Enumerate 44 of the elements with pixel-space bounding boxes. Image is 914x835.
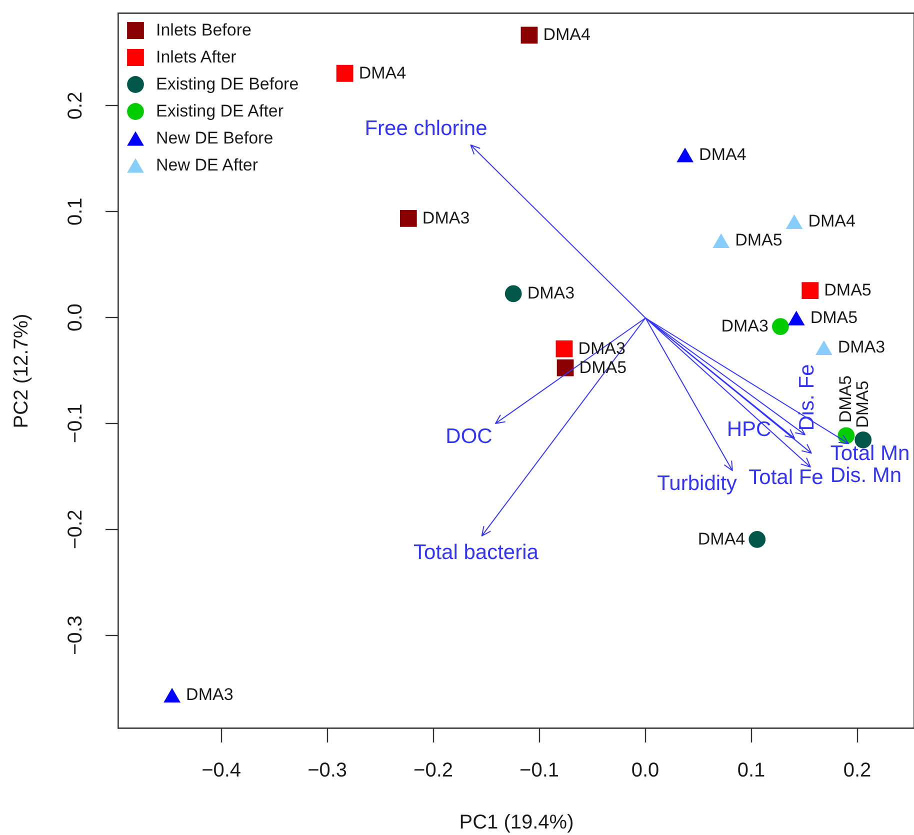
annotation: DMA5 <box>836 375 856 423</box>
annotation: Free chlorine <box>364 117 488 140</box>
annotation: DMA5 <box>810 308 858 328</box>
legend-label: Existing DE Before <box>156 74 299 94</box>
y-tick-label: 0.2 <box>64 92 86 120</box>
annotation: DMA3 <box>838 338 886 357</box>
y-tick-label: 0.0 <box>64 304 86 332</box>
annotation: DMA3 <box>527 284 575 303</box>
y-tick-label: −0.3 <box>64 616 86 656</box>
annotation: Turbidity <box>657 472 738 495</box>
annotation: HPC <box>726 418 772 441</box>
x-tick-label: 0.1 <box>737 760 766 782</box>
x-tick-label: 0.0 <box>631 760 660 782</box>
annotation: DMA4 <box>358 63 406 82</box>
annotation: DMA4 <box>543 25 590 44</box>
annotation: DMA4 <box>699 144 746 164</box>
annotation: DMA5 <box>853 380 872 428</box>
legend-label: Inlets Before <box>156 20 252 40</box>
x-axis-title: PC1 (19.4%) <box>459 812 574 834</box>
legend-label: New DE Before <box>156 128 274 148</box>
annotation: DMA5 <box>824 280 872 300</box>
annotation: DMA3 <box>721 316 768 336</box>
y-axis-title: PC2 (12.7%) <box>10 314 32 428</box>
x-tick-label: −0.4 <box>202 760 242 782</box>
y-tick-label: −0.2 <box>64 510 86 550</box>
annotation: DMA3 <box>186 685 234 704</box>
y-tick-label: 0.1 <box>64 198 86 226</box>
legend-label: Inlets After <box>156 48 237 66</box>
annotation: Dis. Fe <box>796 364 818 431</box>
legend-label: New DE After <box>156 156 258 174</box>
annotation: DMA4 <box>808 212 856 231</box>
annotation: DMA5 <box>735 230 782 250</box>
legend-label: Existing DE After <box>156 102 284 120</box>
x-tick-label: −0.2 <box>414 760 454 782</box>
annotation: DMA4 <box>698 529 746 548</box>
annotation: DOC <box>446 425 492 448</box>
x-tick-label: −0.3 <box>308 760 348 782</box>
x-tick-label: −0.1 <box>520 760 560 782</box>
annotation: Total Fe <box>748 466 824 489</box>
y-tick-label: −0.1 <box>64 404 86 444</box>
x-tick-label: 0.2 <box>843 760 872 782</box>
annotation: Total bacteria <box>414 541 539 564</box>
annotation: Dis. Mn <box>830 464 902 487</box>
annotation: DMA3 <box>422 208 470 228</box>
